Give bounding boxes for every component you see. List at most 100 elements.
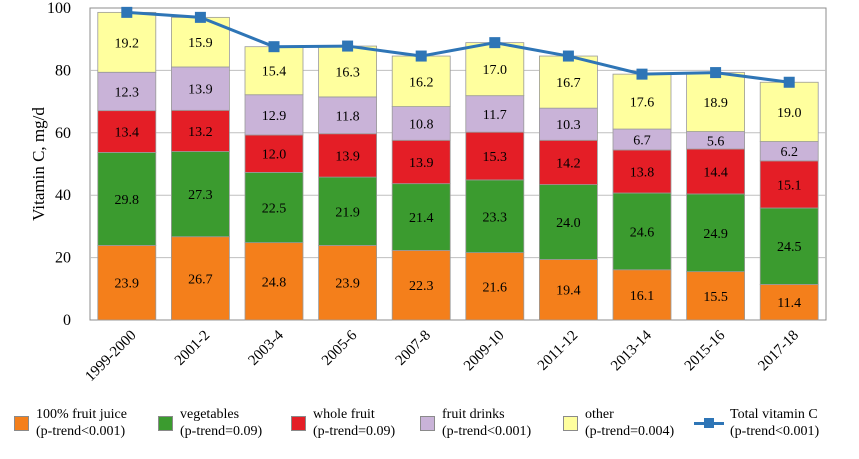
legend-trend-total: (p-trend<0.001) <box>730 424 820 439</box>
x-tick-label-5: 2009-10 <box>461 328 508 375</box>
chart: 0 20 40 60 80 100 Vitamin C, mg/d 23.9 29.8 13.4 1… <box>29 0 827 385</box>
legend-trend-other: (p-trend=0.004) <box>585 424 675 439</box>
x-tick-label-8: 2015-16 <box>682 327 729 374</box>
legend-label-whole-fruit: whole fruit <box>313 407 375 422</box>
bar-label-vegetables-7: 24.6 <box>630 225 655 240</box>
total-marker-2 <box>268 41 280 53</box>
total-line <box>126 10 790 84</box>
bar-segment-whole-fruit-0 <box>97 110 157 153</box>
bar-label-whole-fruit-1: 13.2 <box>188 125 213 140</box>
bar-label-fruit-drinks-2: 12.9 <box>262 109 287 124</box>
total-marker-8 <box>710 67 722 79</box>
legend-swatch-fruit-juice <box>14 416 29 431</box>
bar-segment-vegetables-1 <box>170 151 230 238</box>
bar-label-whole-fruit-0: 13.4 <box>115 126 140 141</box>
bar-segment-fruit-drinks-0 <box>97 71 157 112</box>
bar-label-vegetables-6: 24.0 <box>556 216 581 231</box>
bar-segment-fruit-drinks-3 <box>318 96 378 135</box>
bar-label-other-0: 19.2 <box>115 36 140 51</box>
bar-segment-100-fruit-juice-4 <box>391 250 451 321</box>
bar-segment-vegetables-8 <box>686 193 745 273</box>
bar-label-whole-fruit-3: 13.9 <box>335 149 360 164</box>
bar-label-fruit-drinks-0: 12.3 <box>115 85 140 100</box>
bar-segment-100-fruit-juice-3 <box>318 245 378 321</box>
bar-label-100-fruit-juice-0: 23.9 <box>115 277 140 292</box>
bar-segment-fruit-drinks-6 <box>539 107 598 141</box>
bar-segment-whole-fruit-1 <box>170 109 230 152</box>
bar-label-fruit-drinks-5: 11.7 <box>483 108 507 123</box>
bar-segment-vegetables-2 <box>244 172 304 244</box>
legend-trend-fruit-drinks: (p-trend<0.001) <box>442 424 532 439</box>
bar-segment-100-fruit-juice-1 <box>170 236 230 321</box>
bar-label-100-fruit-juice-3: 23.9 <box>335 277 360 292</box>
bar-segment-vegetables-5 <box>465 179 525 254</box>
y-axis-label: Vitamin C, mg/d <box>29 107 48 221</box>
bar-segment-fruit-drinks-2 <box>244 94 304 136</box>
total-marker-0 <box>121 6 133 18</box>
bar-label-fruit-drinks-6: 10.3 <box>556 118 581 133</box>
bar-segment-100-fruit-juice-5 <box>465 252 525 321</box>
bar-label-100-fruit-juice-9: 11.4 <box>777 296 801 311</box>
bar-label-100-fruit-juice-2: 24.8 <box>262 275 287 290</box>
bar-label-other-3: 16.3 <box>335 65 360 80</box>
bar-label-fruit-drinks-7: 6.7 <box>633 134 651 149</box>
total-marker-5 <box>489 37 501 49</box>
bar-label-vegetables-4: 21.4 <box>409 211 434 226</box>
legend-swatch-other <box>563 416 578 431</box>
legend-label-fruit-juice: 100% fruit juice <box>36 407 127 422</box>
bar-segment-vegetables-3 <box>318 176 378 246</box>
bar-label-whole-fruit-8: 14.4 <box>703 165 728 180</box>
y-tick-label-40: 40 <box>55 187 71 204</box>
legend-swatch-vegetables <box>158 416 173 431</box>
bar-label-fruit-drinks-8: 5.6 <box>707 134 725 149</box>
legend-trend-whole-fruit: (p-trend=0.09) <box>313 424 396 439</box>
legend: 100% fruit juice (p-trend<0.001) vegetab… <box>0 402 859 459</box>
bar-segment-100-fruit-juice-7 <box>612 269 672 321</box>
bar-segment-fruit-drinks-4 <box>391 106 451 141</box>
bar-label-whole-fruit-2: 12.0 <box>262 148 287 163</box>
bar-segment-vegetables-9 <box>759 207 819 285</box>
bar-segment-whole-fruit-8 <box>686 148 745 195</box>
x-tick-label-3: 2005-6 <box>319 327 361 369</box>
bar-label-whole-fruit-5: 15.3 <box>483 150 508 165</box>
legend-label-other: other <box>585 407 614 422</box>
bar-label-fruit-drinks-9: 6.2 <box>780 145 798 160</box>
bar-label-vegetables-0: 29.8 <box>115 193 140 208</box>
bar-label-fruit-drinks-1: 13.9 <box>188 83 213 98</box>
bar-label-fruit-drinks-3: 11.8 <box>336 109 360 124</box>
y-tick-label-60: 60 <box>55 125 71 142</box>
bar-label-whole-fruit-7: 13.8 <box>630 165 655 180</box>
y-tick-label-80: 80 <box>55 62 71 79</box>
total-marker-6 <box>562 50 574 62</box>
bar-segment-whole-fruit-6 <box>539 139 598 185</box>
bar-segment-vegetables-0 <box>97 152 157 246</box>
x-tick-label-4: 2007-8 <box>393 328 434 369</box>
total-marker-4 <box>415 50 427 62</box>
bar-segment-other-8 <box>686 72 745 132</box>
bar-label-vegetables-2: 22.5 <box>262 202 287 217</box>
bar-label-vegetables-3: 21.9 <box>335 205 360 220</box>
legend-swatch-fruit-drinks <box>420 416 435 431</box>
x-tick-label-6: 2011-12 <box>535 328 581 374</box>
bar-label-other-7: 17.6 <box>630 96 655 111</box>
legend-label-total: Total vitamin C <box>730 407 818 422</box>
legend-trend-vegetables: (p-trend=0.09) <box>180 424 263 439</box>
bar-segment-other-3 <box>318 45 378 98</box>
bar-label-100-fruit-juice-1: 26.7 <box>188 272 213 287</box>
bar-label-other-4: 16.2 <box>409 75 434 90</box>
bar-label-whole-fruit-9: 15.1 <box>777 178 802 193</box>
total-marker-3 <box>342 40 354 52</box>
legend-swatch-whole-fruit <box>291 416 306 431</box>
bar-label-vegetables-1: 27.3 <box>188 188 213 203</box>
bar-segment-vegetables-6 <box>539 184 598 260</box>
x-tick-label-7: 2013-14 <box>608 327 655 374</box>
y-tick-label-100: 100 <box>47 0 71 17</box>
bar-label-100-fruit-juice-5: 21.6 <box>483 280 508 295</box>
bar-segment-fruit-drinks-5 <box>465 95 525 133</box>
bar-segment-other-2 <box>244 46 304 96</box>
bar-label-vegetables-8: 24.9 <box>703 227 728 242</box>
bar-label-vegetables-9: 24.5 <box>777 240 802 255</box>
bar-segment-whole-fruit-4 <box>391 139 451 185</box>
bar-label-100-fruit-juice-4: 22.3 <box>409 279 434 294</box>
bar-label-other-8: 18.9 <box>703 96 728 111</box>
